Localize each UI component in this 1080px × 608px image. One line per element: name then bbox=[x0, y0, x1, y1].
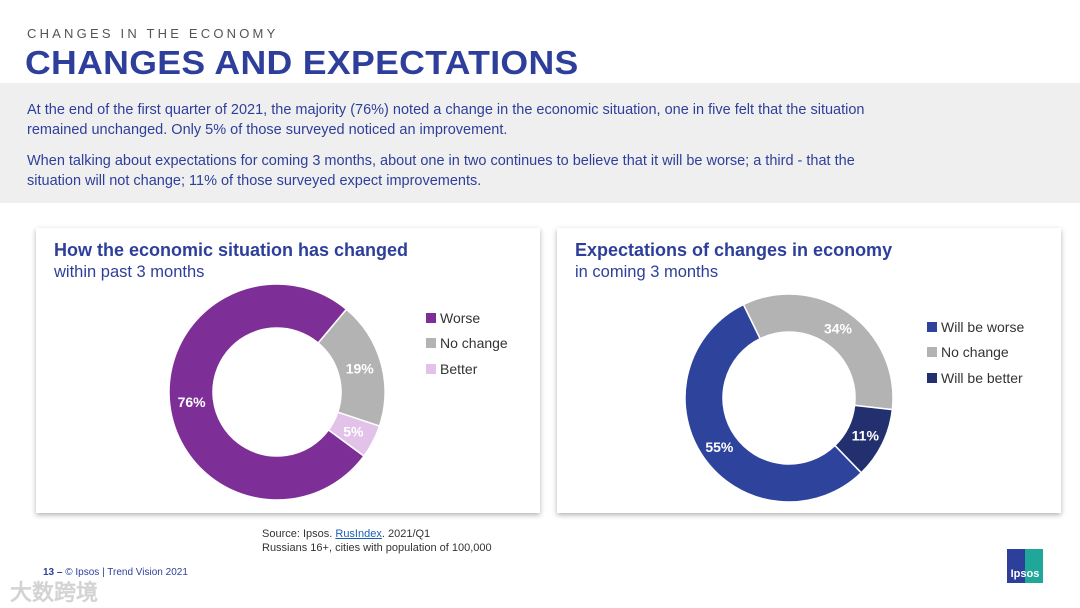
chart-title: Expectations of changes in economy bbox=[575, 240, 893, 260]
legend-item: Worse bbox=[426, 305, 508, 331]
data-label: 76% bbox=[178, 394, 207, 410]
source-population: Russians 16+, cities with population of … bbox=[262, 542, 492, 554]
source-prefix: Source: Ipsos. bbox=[262, 528, 336, 540]
chart-subtitle: in coming 3 months bbox=[575, 263, 719, 281]
data-label: 5% bbox=[343, 424, 364, 440]
page-number: 13 – bbox=[43, 567, 63, 578]
donut-chart: 19% 5% 76% bbox=[168, 283, 386, 501]
data-label: 19% bbox=[346, 361, 375, 377]
summary-band: At the end of the first quarter of 2021,… bbox=[0, 83, 1080, 203]
footer-text: © Ipsos | Trend Vision 2021 bbox=[65, 567, 188, 578]
source-suffix: . 2021/Q1 bbox=[381, 528, 431, 540]
legend-swatch bbox=[426, 338, 436, 349]
chart-card-future: Expectations of changes in economy in co… bbox=[557, 228, 1061, 513]
donut-slice-worse bbox=[168, 283, 365, 501]
footer: 13 – © Ipsos | Trend Vision 2021 bbox=[43, 567, 188, 578]
chart-title: How the economic situation has changed bbox=[54, 240, 409, 260]
legend-label: No change bbox=[941, 344, 1009, 361]
chart-subtitle: within past 3 months bbox=[54, 263, 205, 281]
data-label: 55% bbox=[705, 439, 734, 455]
ipsos-logo: Ipsos bbox=[1007, 549, 1043, 583]
legend-item: No change bbox=[927, 340, 1024, 366]
legend-item: Better bbox=[426, 356, 508, 382]
summary-paragraph: At the end of the first quarter of 2021,… bbox=[27, 102, 865, 138]
legend-item: No change bbox=[426, 331, 508, 357]
legend-swatch bbox=[426, 363, 436, 374]
data-label: 11% bbox=[852, 428, 880, 444]
chart-legend: Worse No change Better bbox=[426, 305, 508, 382]
legend-label: No change bbox=[440, 335, 508, 352]
legend-label: Better bbox=[440, 360, 478, 377]
legend-label: Will be better bbox=[941, 369, 1023, 386]
data-label: 34% bbox=[824, 321, 853, 337]
legend-swatch bbox=[927, 372, 937, 383]
watermark: 大数跨境 bbox=[10, 580, 99, 605]
legend-label: Worse bbox=[440, 309, 481, 326]
chart-legend: Will be worse No change Will be better bbox=[927, 314, 1024, 391]
chart-card-past: How the economic situation has changed w… bbox=[36, 228, 540, 513]
legend-item: Will be better bbox=[927, 365, 1024, 391]
donut-chart: 34% 11% 55% bbox=[684, 293, 894, 503]
summary-paragraph: When talking about expectations for comi… bbox=[27, 153, 855, 189]
legend-swatch bbox=[426, 312, 436, 323]
rusindex-link[interactable]: RusIndex bbox=[335, 528, 382, 540]
section-kicker: CHANGES IN THE ECONOMY bbox=[27, 26, 279, 41]
donut-slice-will-be-worse bbox=[684, 303, 863, 503]
legend-swatch bbox=[927, 321, 937, 332]
legend-swatch bbox=[927, 347, 937, 358]
page-title: CHANGES AND EXPECTATIONS bbox=[25, 44, 579, 81]
donut-slice-no-change bbox=[742, 293, 894, 411]
legend-item: Will be worse bbox=[927, 314, 1024, 340]
legend-label: Will be worse bbox=[941, 318, 1025, 335]
source-note: Source: Ipsos. RusIndex. 2021/Q1 Russian… bbox=[262, 527, 492, 555]
